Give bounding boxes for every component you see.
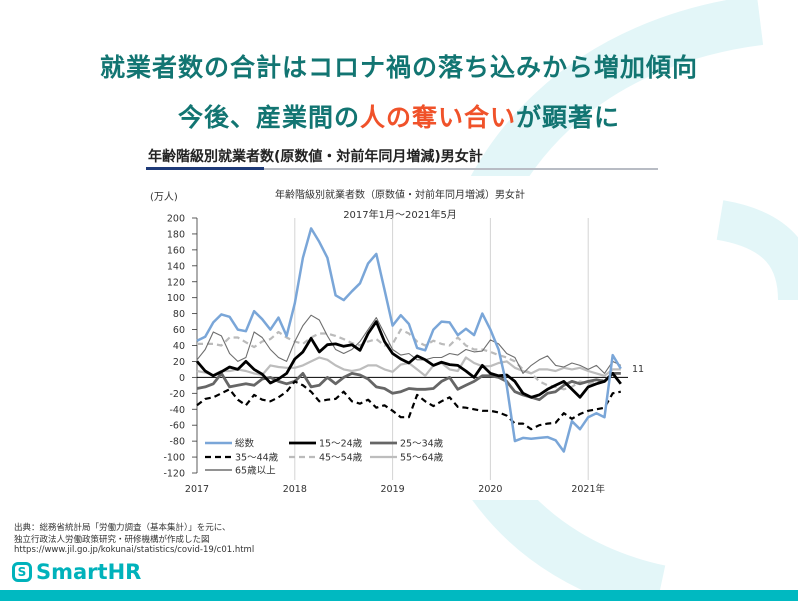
legend-label-5: 55～64歳 xyxy=(400,452,444,464)
title-text-end: が顕著に xyxy=(516,103,621,132)
x-tick-label: 2021年 xyxy=(571,483,605,495)
legend-label-6: 65歳以上 xyxy=(235,465,276,477)
logo-icon: S xyxy=(12,562,32,582)
source-line-1: 出典：総務省統計局「労働力調査（基本集計）」を元に、 xyxy=(14,523,231,533)
series-line-3 xyxy=(196,380,622,431)
logo-text: SmartHR xyxy=(36,560,142,584)
legend-label-4: 45～54歳 xyxy=(319,452,363,464)
y-tick-label: -60 xyxy=(169,421,185,432)
slide-title-line2: 今後、産業間の人の奪い合いが顕著に xyxy=(0,98,798,134)
x-tick-label: 2020 xyxy=(478,484,502,495)
y-tick-label: 140 xyxy=(167,261,185,272)
y-tick-label: -20 xyxy=(169,389,185,400)
legend-label-3: 35～44歳 xyxy=(235,452,279,464)
source-url: https://www.jil.go.jp/kokunai/statistics… xyxy=(14,545,255,555)
chart-title: 年齢階級別就業者数（原数値・対前年同月増減）男女計 xyxy=(275,188,525,201)
y-tick-label: -40 xyxy=(169,405,185,416)
y-tick-label: 80 xyxy=(173,309,185,320)
chart-subtitle: 2017年1月～2021年5月 xyxy=(343,208,457,221)
title-text: 今後、産業間の xyxy=(177,103,360,132)
slide-title-line1: 就業者数の合計はコロナ禍の落ち込みから増加傾向 xyxy=(99,53,698,82)
y-tick-label: 20 xyxy=(173,357,185,368)
y-tick-label: -100 xyxy=(163,453,185,464)
x-tick-label: 2017 xyxy=(185,484,209,495)
series-line-6 xyxy=(196,314,622,374)
y-tick-label: 200 xyxy=(167,214,185,225)
y-tick-label: 60 xyxy=(173,325,185,336)
chart-background xyxy=(140,176,660,500)
legend-label-2: 25～34歳 xyxy=(400,438,444,450)
legend-label-0: 総数 xyxy=(235,438,255,450)
y-tick-label: 160 xyxy=(167,245,185,256)
series-line-4 xyxy=(197,328,621,391)
smarthr-logo: S SmartHR xyxy=(12,560,141,584)
y-tick-label: -120 xyxy=(163,469,185,480)
x-tick-label: 2018 xyxy=(283,484,307,495)
series-line-0 xyxy=(196,227,622,453)
title-accent-text: 人の奪い合い xyxy=(359,103,516,132)
y-tick-label: 0 xyxy=(179,373,185,384)
y-axis-unit: (万人) xyxy=(150,191,178,203)
y-tick-label: 180 xyxy=(167,229,185,240)
y-tick-label: -80 xyxy=(169,437,185,448)
heading-divider xyxy=(146,168,658,170)
series-line-2 xyxy=(196,371,621,402)
legend-label-1: 15～24歳 xyxy=(319,438,363,450)
series-line-1 xyxy=(195,320,622,399)
end-value-label: 11 xyxy=(632,364,644,375)
chart-heading: 年齢階級別就業者数(原数値・対前年同月増減)男女計 xyxy=(148,149,483,165)
y-tick-label: 40 xyxy=(173,341,185,352)
heading-divider-accent xyxy=(146,167,264,170)
y-tick-label: 100 xyxy=(167,293,185,304)
source-line-2: 独立行政法人労働政策研究・研修機構が作成した図 xyxy=(14,535,210,545)
footer-bar xyxy=(0,590,798,601)
x-tick-label: 2019 xyxy=(381,484,405,495)
y-tick-label: 120 xyxy=(167,277,185,288)
